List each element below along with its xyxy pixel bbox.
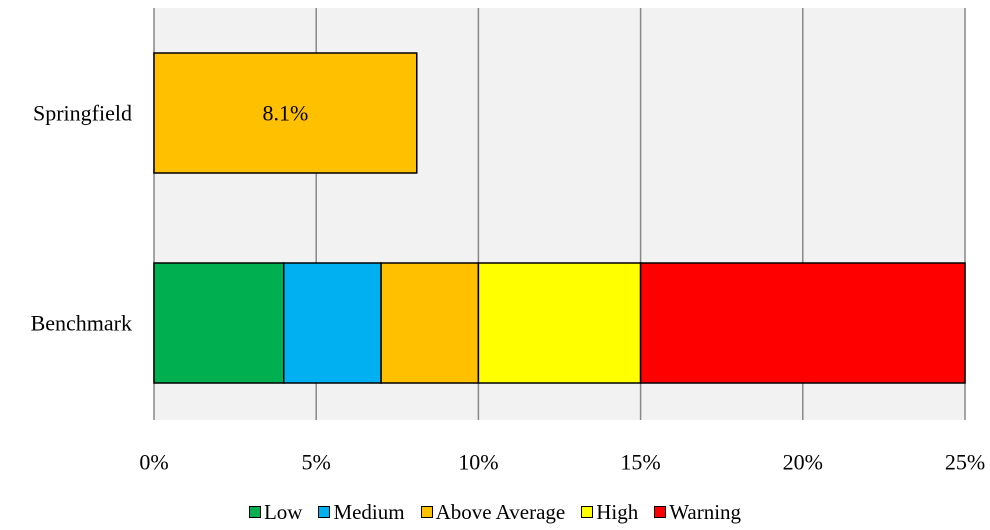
legend-item-high: High — [581, 500, 638, 525]
legend-item-warning: Warning — [654, 500, 741, 525]
y-axis-labels: Springfield Benchmark — [31, 101, 132, 336]
x-tick-label: 20% — [783, 450, 823, 475]
bars — [153, 52, 966, 384]
x-tick-label: 25% — [945, 450, 985, 475]
legend-swatch — [248, 506, 261, 518]
legend-swatch — [581, 506, 594, 518]
legend-item-low: Low — [248, 499, 303, 525]
data-label-springfield: 8.1% — [262, 101, 308, 126]
bar-springfield-above-average — [153, 52, 418, 174]
legend-swatch — [318, 506, 331, 518]
chart-legend: Low Medium Above Average High Warning — [0, 500, 990, 524]
category-label-benchmark: Benchmark — [31, 311, 132, 336]
bar-benchmark-low — [153, 262, 285, 384]
bar-benchmark-high — [477, 262, 642, 384]
x-tick-label: 5% — [302, 450, 331, 475]
legend-label: Above Average — [435, 499, 566, 524]
legend-label: High — [596, 499, 639, 524]
bar-benchmark-above-average — [380, 262, 480, 384]
legend-label: Low — [263, 499, 303, 524]
x-tick-label: 0% — [139, 450, 168, 475]
category-label-springfield: Springfield — [33, 101, 132, 126]
legend-item-above-average: Above Average — [420, 499, 566, 525]
legend-swatch — [654, 506, 667, 518]
data-labels: 8.1% — [262, 101, 308, 126]
x-axis-labels: 0% 5% 10% 15% 20% 25% — [139, 450, 985, 475]
legend-label: Medium — [333, 499, 405, 524]
legend-swatch — [420, 506, 433, 518]
bar-benchmark-medium — [283, 262, 382, 384]
x-tick-label: 10% — [458, 450, 498, 475]
legend-item-medium: Medium — [318, 499, 405, 525]
bar-benchmark-warning — [639, 262, 966, 384]
x-tick-label: 15% — [620, 450, 660, 475]
legend-label: Warning — [669, 499, 742, 524]
